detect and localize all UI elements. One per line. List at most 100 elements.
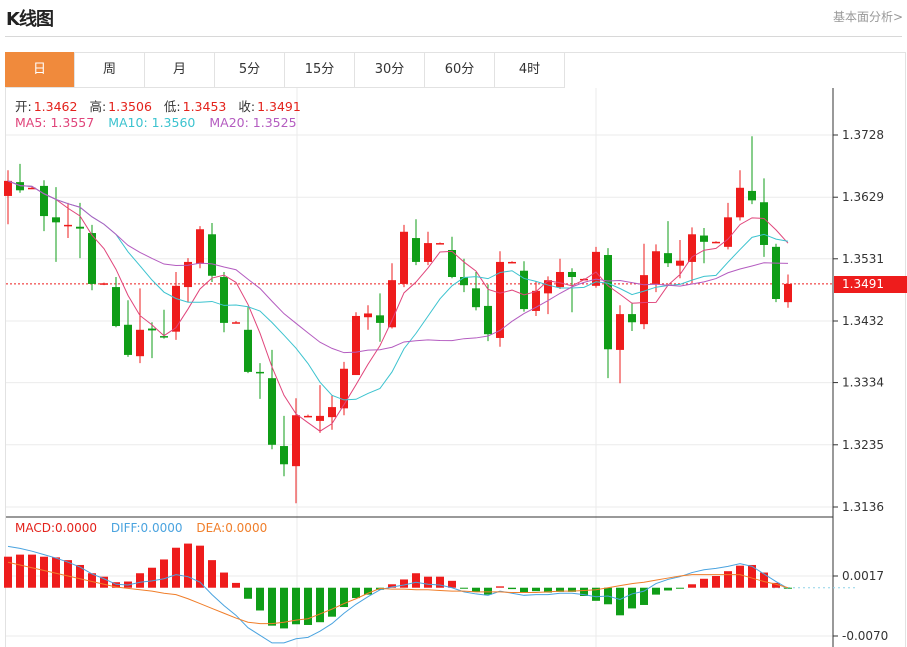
macd-bar [196,545,204,588]
fundamental-analysis-link[interactable]: 基本面分析> [832,10,903,24]
candle-body [376,315,384,323]
macd-info: MACD:0.0000 DIFF:0.0000 DEA:0.0000 [15,521,269,535]
y-tick-label: 1.3728 [842,128,884,142]
macd-bar [220,572,228,588]
candle-body [772,246,780,300]
candle-body [184,261,192,288]
open-value: 1.3462 [33,99,78,114]
macd-bar [508,587,516,590]
macd-bar [148,567,156,588]
page-title: K线图 [6,9,54,30]
candle-body [448,249,456,278]
macd-bar [520,587,528,593]
candle-body [616,314,624,350]
tab-15min[interactable]: 15分 [285,52,355,88]
ma10-line [7,180,789,401]
ma5-value: MA5: 1.3557 [15,115,95,130]
candle-body [244,329,252,372]
macd-bar [28,554,36,588]
tab-60min[interactable]: 60分 [425,52,495,88]
macd-bar [448,580,456,588]
candle-body [508,261,516,264]
candle-body [484,305,492,335]
macd-bar [328,587,336,617]
macd-bar [100,576,108,588]
ohlc-info: 开: 1.3462 高: 1.3506 低: 1.3453 收: 1.3491 [15,96,309,115]
candle-body [196,229,204,264]
y-tick-label: 1.3531 [842,252,884,266]
candle-body [520,270,528,310]
candle-body [304,415,312,418]
period-tabs: 日 周 月 5分 15分 30分 60分 4时 [5,52,565,88]
macd-bar [76,564,84,588]
y-tick-label: 1.3334 [842,376,884,390]
close-value: 1.3491 [257,99,301,114]
candle-body [64,224,72,227]
macd-bar [340,587,348,608]
ma10-value: MA10: 1.3560 [108,115,196,130]
candle-body [40,185,48,217]
macd-bar [304,587,312,625]
macd-bar [760,572,768,588]
candle-body [220,277,228,323]
macd-bar [748,564,756,588]
macd-bar [736,565,744,588]
macd-bar [364,587,372,595]
macd-bar [4,556,12,588]
macd-bar [592,587,600,601]
macd-tick-label: -0.0070 [842,629,888,643]
macd-bar [136,573,144,588]
dea-value: DEA:0.0000 [196,521,268,535]
candle-body [472,288,480,308]
candle-body [88,233,96,284]
macd-bar [556,587,564,592]
candle-body [76,226,84,229]
candle-body [364,313,372,318]
candle-body [604,255,612,350]
macd-bar [280,587,288,629]
macd-bar [316,587,324,623]
tab-30min[interactable]: 30分 [355,52,425,88]
low-label: 低: [163,99,181,114]
candle-body [400,231,408,284]
candle-body [340,368,348,409]
macd-bar [352,587,360,599]
candle-body [688,234,696,262]
ma5-line [7,180,789,432]
tab-day[interactable]: 日 [5,52,75,88]
macd-bar [664,587,672,591]
macd-bar [400,579,408,588]
high-value: 1.3506 [108,99,152,114]
macd-bar [724,571,732,588]
macd-tick-label: 0.0017 [842,569,884,583]
candle-body [628,314,636,323]
tab-week[interactable]: 周 [75,52,145,88]
close-label: 收: [238,99,256,114]
candle-body [52,217,60,223]
candle-body [172,285,180,332]
candle-body [424,243,432,262]
candle-body [712,241,720,244]
ma-info: MA5: 1.3557 MA10: 1.3560 MA20: 1.3525 [15,115,299,130]
last-price-tag: 1.3491 [834,276,907,293]
candle-body [700,235,708,242]
y-tick-label: 1.3629 [842,190,884,204]
candle-body [316,415,324,421]
low-value: 1.3453 [182,99,227,114]
y-tick-label: 1.3235 [842,438,884,452]
macd-bar [628,587,636,609]
macd-bar [244,587,252,599]
macd-bar [412,573,420,588]
tab-5min[interactable]: 5分 [215,52,285,88]
candle-body [112,287,120,327]
macd-bar [772,582,780,588]
tab-4hour[interactable]: 4时 [495,52,565,88]
macd-bar [616,587,624,616]
tab-month[interactable]: 月 [145,52,215,88]
macd-bar [88,573,96,588]
candle-body [460,277,468,286]
macd-bar [580,587,588,596]
candle-body [436,243,444,245]
open-label: 开: [15,99,32,114]
